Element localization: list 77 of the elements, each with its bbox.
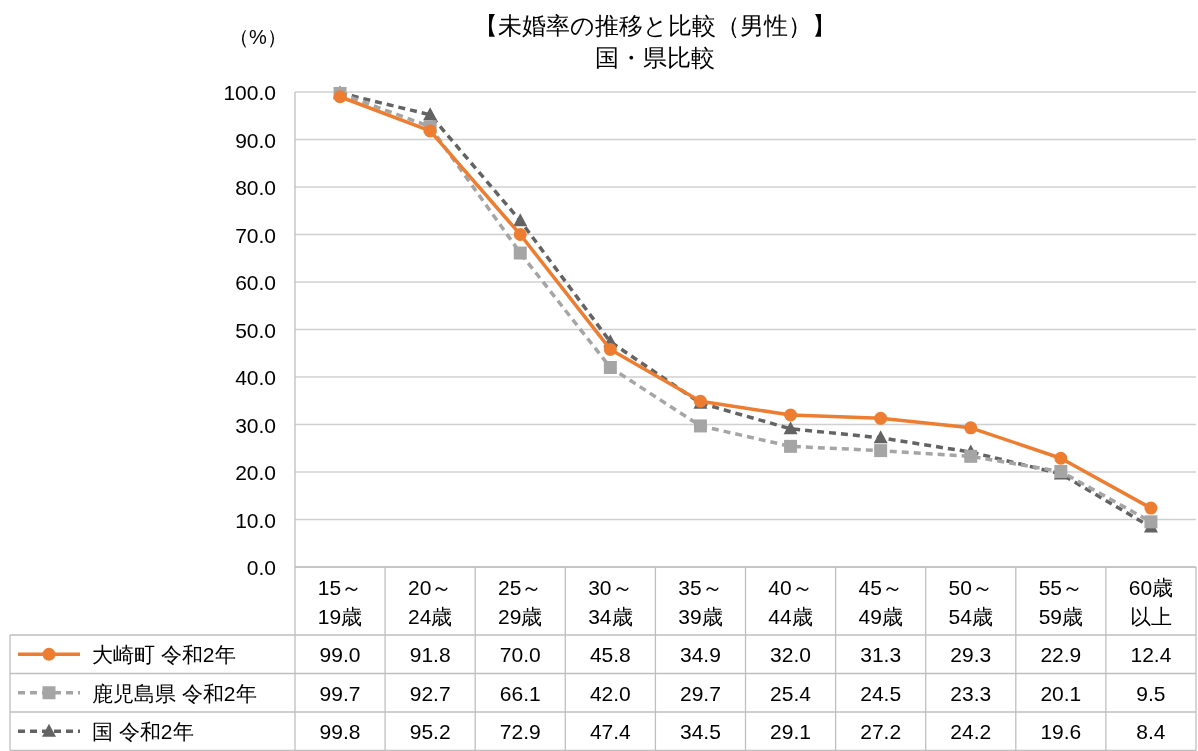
point xyxy=(873,430,888,444)
point xyxy=(1144,515,1158,529)
point xyxy=(964,421,978,435)
y-tick-label: 60.0 xyxy=(235,271,276,294)
data-label: 29.3 xyxy=(950,643,992,667)
data-label: 23.3 xyxy=(950,681,992,705)
y-tick-label: 90.0 xyxy=(235,128,276,152)
data-label: 47.4 xyxy=(589,720,632,744)
y-tick-label: 10.0 xyxy=(235,508,276,532)
x-tick-label: 20～24歳 xyxy=(407,576,453,628)
y-tick-label: 20.0 xyxy=(235,461,276,484)
data-label: 70.0 xyxy=(499,643,541,667)
legend-label: 大崎町 令和2年 xyxy=(92,643,236,667)
x-tick-label: 15～19歳 xyxy=(317,576,363,628)
data-label: 22.9 xyxy=(1040,643,1082,667)
y-tick-label: 30.0 xyxy=(235,413,276,437)
x-tick-label: 50～54歳 xyxy=(948,576,993,628)
data-label: 27.2 xyxy=(860,720,902,744)
data-label: 19.6 xyxy=(1040,720,1082,744)
legend-label: 鹿児島県 令和2年 xyxy=(92,681,257,705)
data-label: 31.3 xyxy=(860,643,902,667)
point xyxy=(784,439,798,453)
data-label: 91.8 xyxy=(409,643,451,667)
data-label: 92.7 xyxy=(409,681,451,705)
x-tick-label: 55～59歳 xyxy=(1038,576,1084,628)
data-label: 95.2 xyxy=(409,720,451,744)
data-label: 20.1 xyxy=(1040,681,1082,705)
x-tick-label: 60歳以上 xyxy=(1128,576,1174,628)
point xyxy=(333,90,347,104)
x-tick-label: 40～44歳 xyxy=(768,576,813,628)
point xyxy=(513,228,527,241)
data-label: 29.1 xyxy=(770,720,811,744)
point xyxy=(513,246,527,260)
point xyxy=(783,421,798,435)
chart-subtitle: 国・県比較 xyxy=(595,44,715,71)
point xyxy=(1054,451,1068,465)
data-label: 99.8 xyxy=(319,720,361,744)
data-label: 99.0 xyxy=(319,643,361,667)
point xyxy=(1144,501,1158,515)
data-label: 72.9 xyxy=(499,720,541,744)
data-label: 99.7 xyxy=(319,681,361,705)
point xyxy=(693,419,707,433)
data-label: 24.2 xyxy=(950,720,992,744)
data-label: 9.5 xyxy=(1136,681,1166,705)
legend-label: 国 令和2年 xyxy=(92,720,194,744)
y-axis-title: （%） xyxy=(229,26,287,48)
data-label: 66.1 xyxy=(499,681,541,705)
x-tick-label: 25～29歳 xyxy=(498,576,543,628)
x-tick-label: 35～39歳 xyxy=(678,576,723,628)
y-tick-label: 50.0 xyxy=(235,318,276,342)
data-label: 24.5 xyxy=(860,681,902,705)
y-tick-label: 0.0 xyxy=(246,556,276,579)
y-tick-label: 40.0 xyxy=(235,366,276,389)
data-label: 25.4 xyxy=(770,681,812,705)
y-tick-label: 80.0 xyxy=(235,176,276,199)
point xyxy=(784,408,798,422)
point xyxy=(423,107,438,121)
data-label: 12.4 xyxy=(1130,643,1172,667)
point xyxy=(603,361,617,374)
data-label: 29.7 xyxy=(680,681,721,705)
y-tick-label: 70.0 xyxy=(235,223,276,247)
chart-title: 【未婚率の推移と比較（男性）】 xyxy=(474,12,836,39)
data-label: 45.8 xyxy=(589,643,631,667)
x-tick-label: 45～49歳 xyxy=(858,576,903,628)
point xyxy=(964,449,978,463)
data-label: 42.0 xyxy=(589,681,631,705)
data-label: 34.5 xyxy=(680,720,721,744)
x-tick-label: 30～34歳 xyxy=(588,576,633,628)
point xyxy=(874,411,888,425)
point xyxy=(874,444,888,458)
point xyxy=(513,213,528,227)
point xyxy=(603,342,617,356)
y-tick-label: 100.0 xyxy=(223,81,276,104)
data-label: 32.0 xyxy=(770,643,811,667)
point xyxy=(423,124,437,138)
data-label: 8.4 xyxy=(1136,720,1166,744)
data-label: 34.9 xyxy=(680,643,721,667)
